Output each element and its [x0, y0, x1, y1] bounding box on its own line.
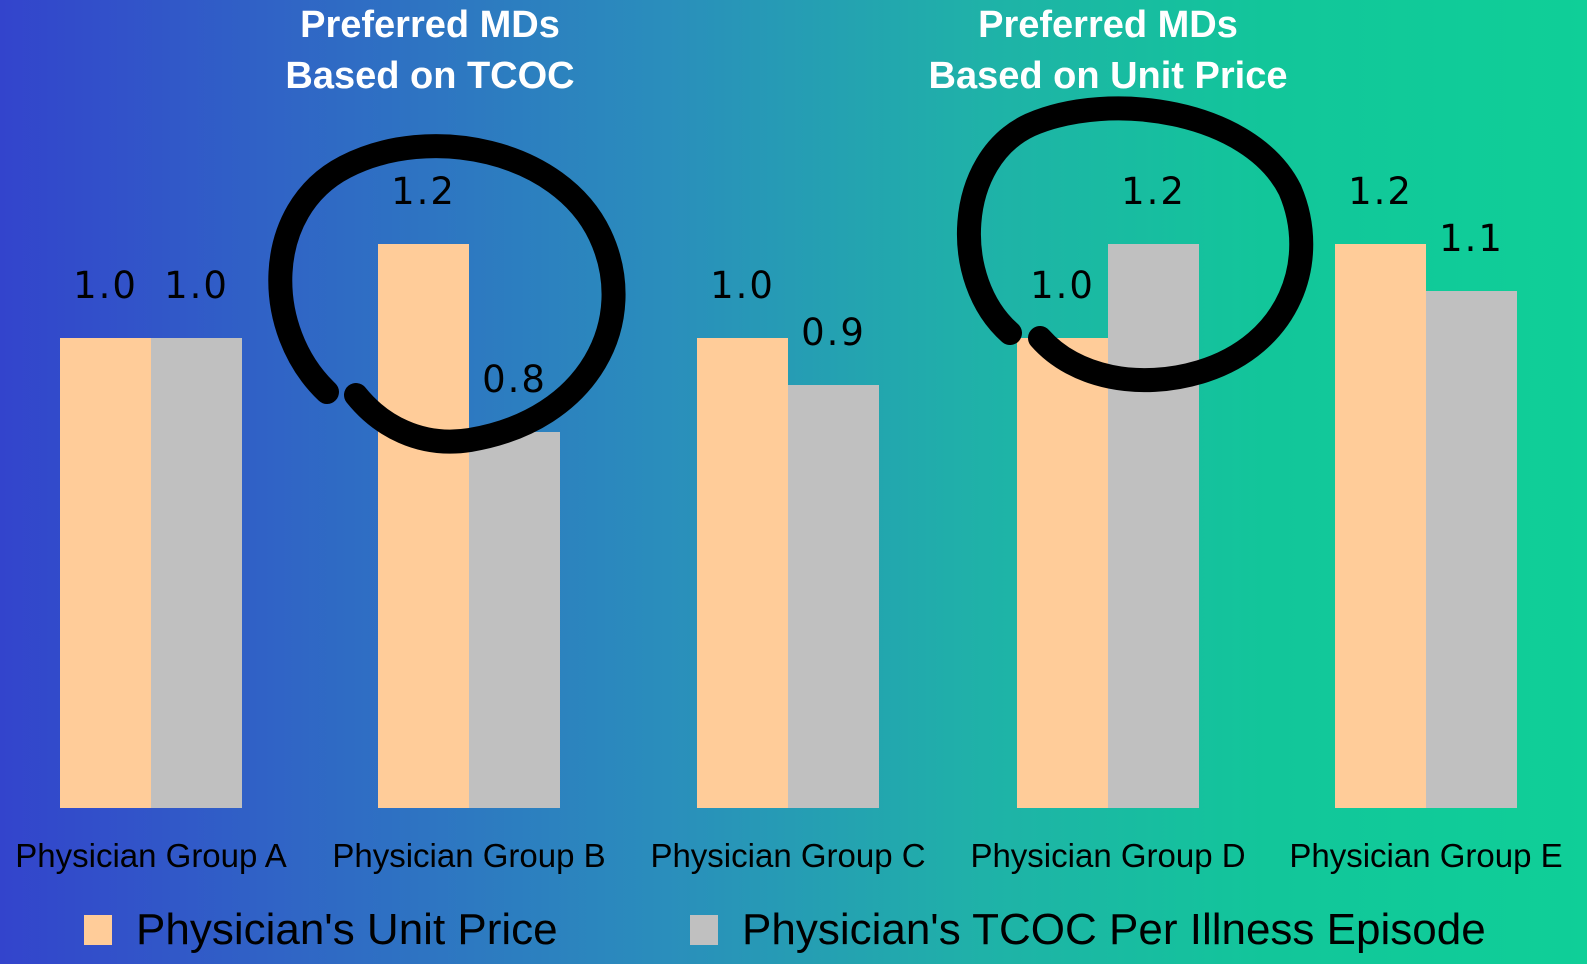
annotation-circle-group-b [268, 134, 626, 454]
heading-unit-price: Preferred MDs Based on Unit Price [858, 0, 1358, 102]
data-label-tcoc-c: 0.9 [801, 311, 866, 354]
heading-tcoc-line1: Preferred MDs [300, 4, 560, 46]
category-labels-group: Physician Group A Physician Group B Physic… [15, 837, 1562, 874]
data-label-unit-price-e: 1.2 [1348, 170, 1413, 213]
legend-label-unit-price: Physician's Unit Price [136, 905, 558, 954]
bar-tcoc-a [151, 338, 242, 808]
category-label-d: Physician Group D [970, 837, 1245, 874]
legend-label-tcoc: Physician's TCOC Per Illness Episode [742, 905, 1486, 954]
data-label-unit-price-c: 1.0 [710, 264, 775, 307]
bar-unit-price-a [60, 338, 151, 808]
category-label-b: Physician Group B [332, 837, 605, 874]
data-label-unit-price-d: 1.0 [1030, 264, 1095, 307]
legend-item-unit-price: Physician's Unit Price [84, 905, 558, 955]
bar-unit-price-c [697, 338, 788, 808]
bar-unit-price-d [1017, 338, 1108, 808]
annotation-circle-group-d [957, 96, 1314, 393]
category-label-a: Physician Group A [15, 837, 286, 874]
data-label-tcoc-a: 1.0 [164, 264, 229, 307]
data-label-unit-price-a: 1.0 [73, 264, 138, 307]
data-label-tcoc-d: 1.2 [1121, 170, 1186, 213]
bar-unit-price-e [1335, 244, 1426, 808]
heading-tcoc: Preferred MDs Based on TCOC [180, 0, 680, 102]
category-label-c: Physician Group C [650, 837, 925, 874]
heading-unit-price-line1: Preferred MDs [978, 4, 1238, 46]
legend-item-tcoc: Physician's TCOC Per Illness Episode [690, 905, 1486, 955]
legend-swatch-tcoc [690, 915, 718, 945]
heading-tcoc-line2: Based on TCOC [285, 55, 575, 97]
data-label-tcoc-b: 0.8 [482, 358, 547, 401]
bar-tcoc-e [1426, 291, 1517, 808]
data-label-tcoc-e: 1.1 [1439, 217, 1504, 260]
bar-unit-price-b [378, 244, 469, 808]
bar-tcoc-b [469, 432, 560, 808]
category-label-e: Physician Group E [1289, 837, 1562, 874]
heading-unit-price-line2: Based on Unit Price [928, 55, 1288, 97]
bar-tcoc-d [1108, 244, 1199, 808]
bar-tcoc-c [788, 385, 879, 808]
legend-swatch-unit-price [84, 915, 112, 945]
bars-group [60, 244, 1517, 808]
data-label-unit-price-b: 1.2 [391, 170, 456, 213]
data-labels-group: 1.0 1.0 1.2 0.8 1.0 0.9 1.0 1.2 1.2 1.1 [73, 170, 1504, 401]
